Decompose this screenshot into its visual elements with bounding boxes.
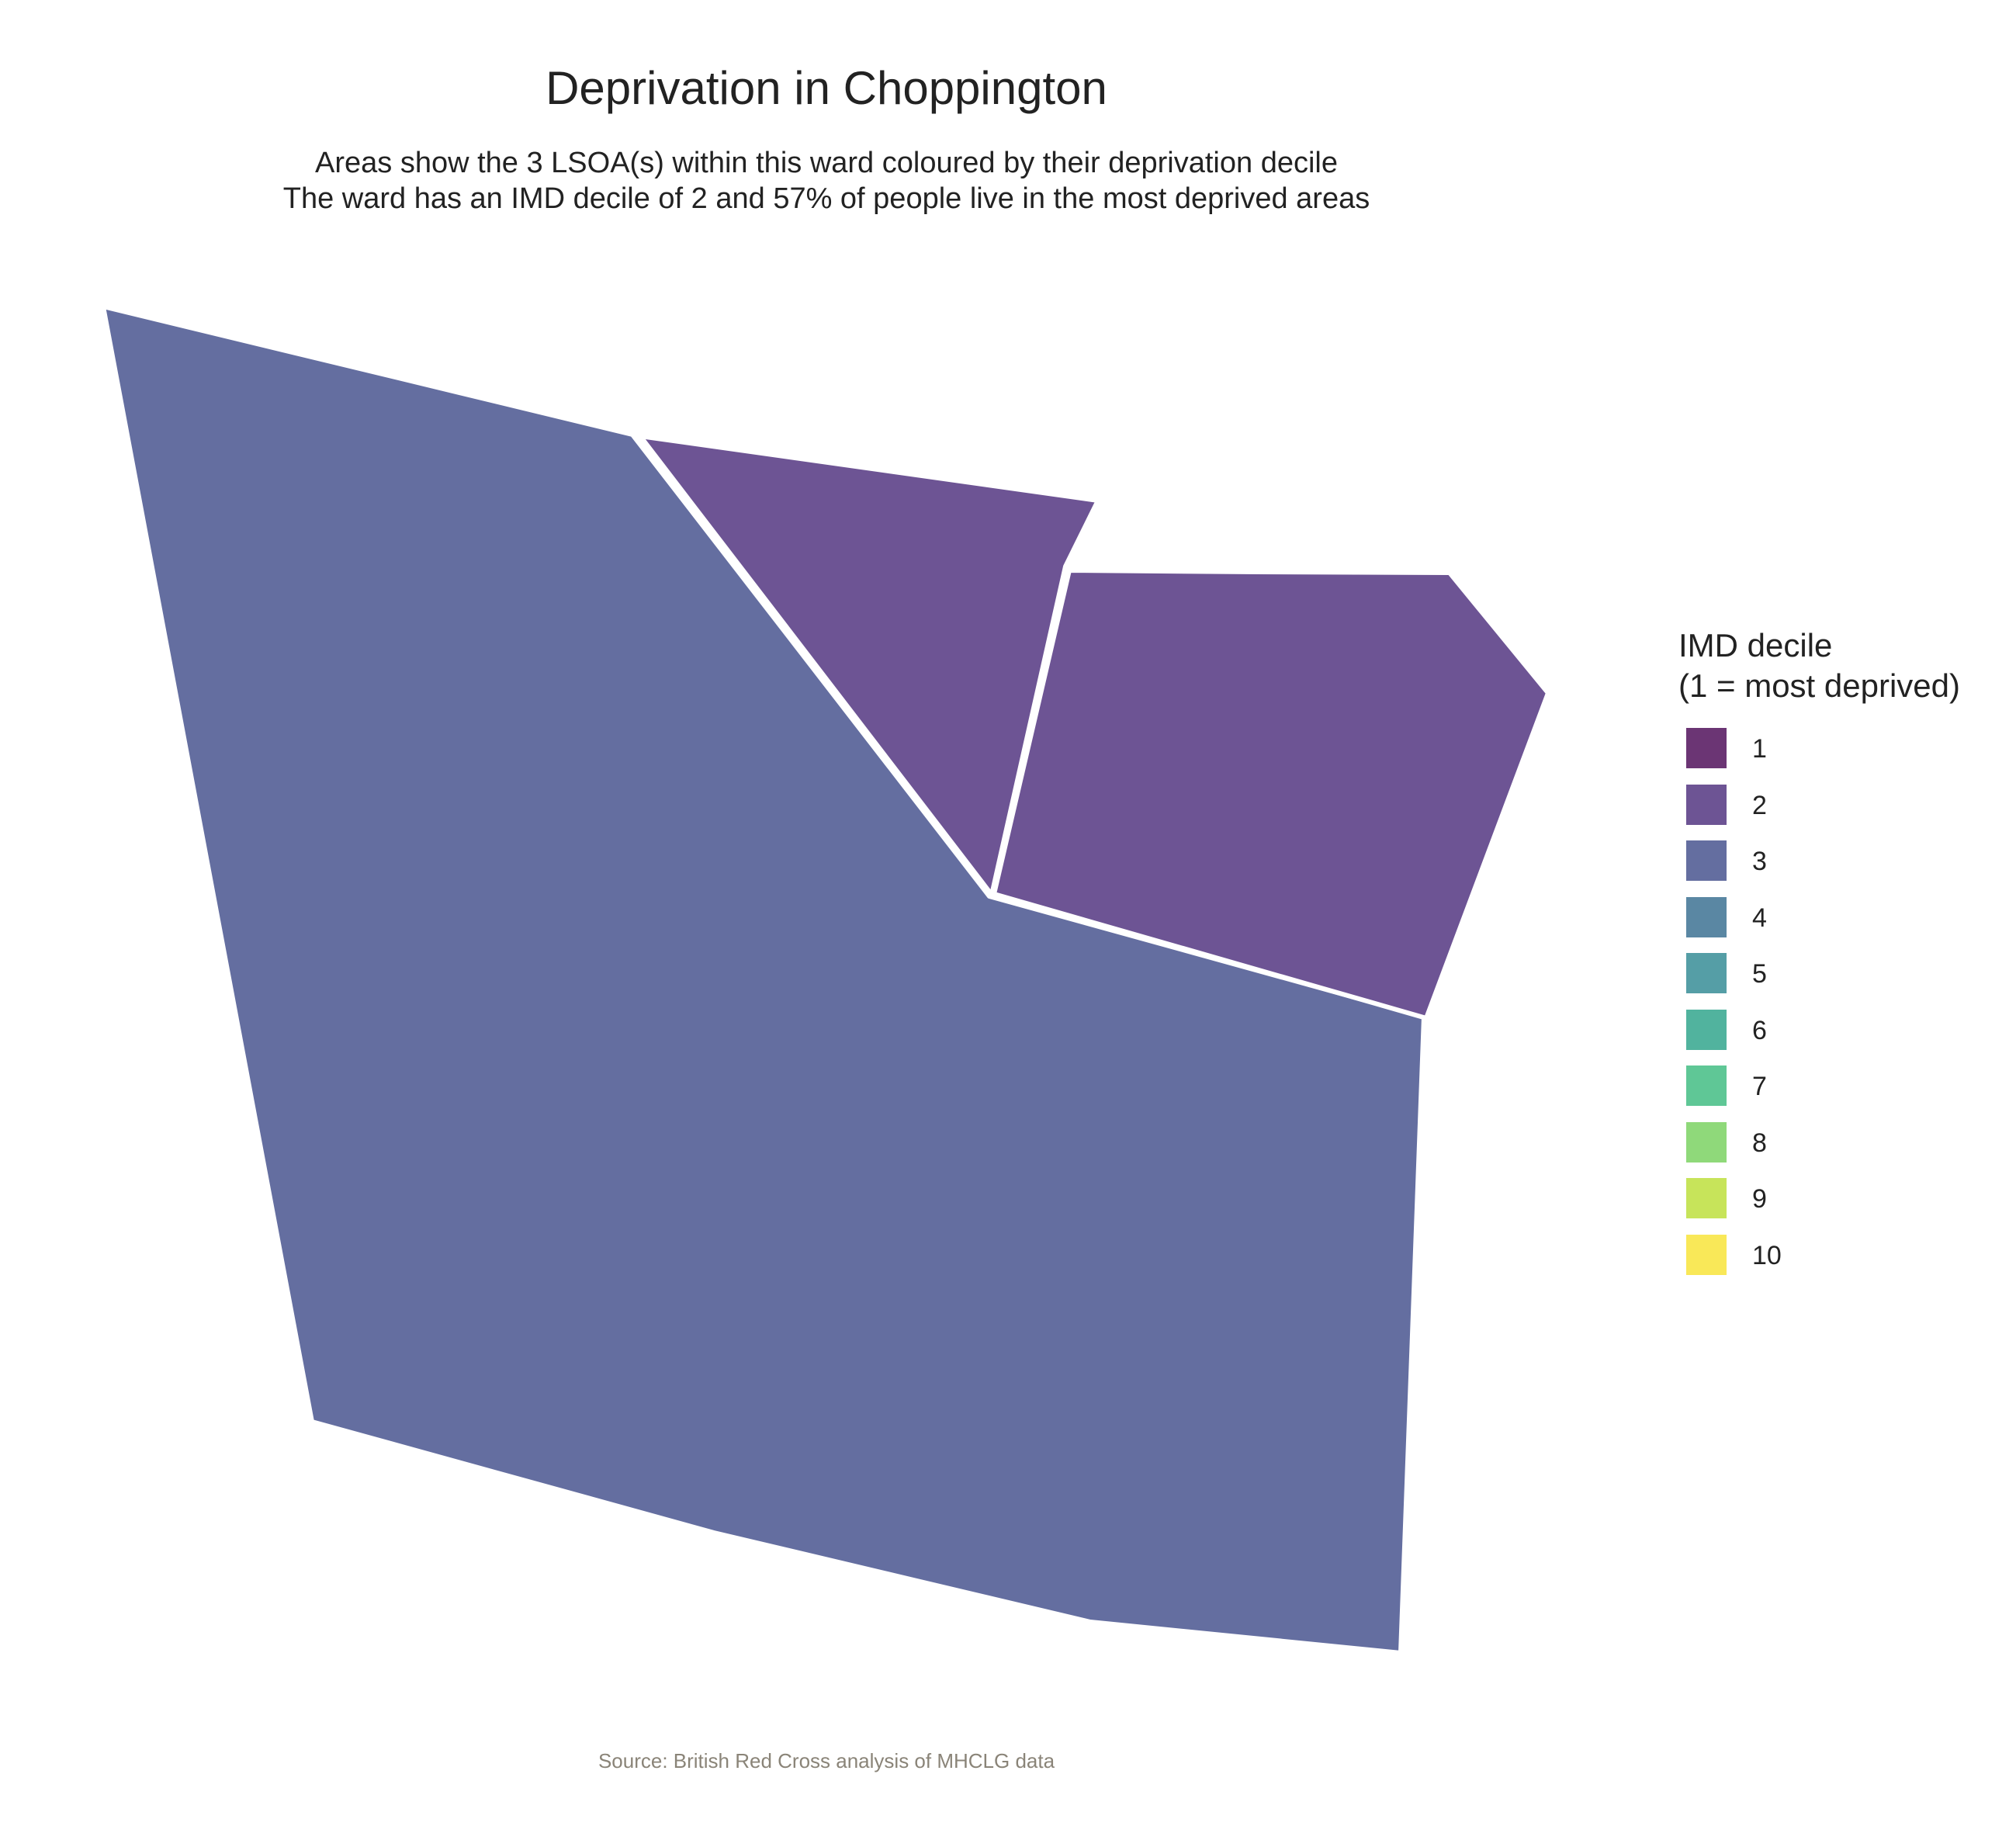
legend-label: 3 bbox=[1752, 847, 1767, 876]
legend-item: 10 bbox=[1678, 1234, 1960, 1291]
subtitle-line-2: The ward has an IMD decile of 2 and 57% … bbox=[282, 182, 1370, 215]
legend-title: IMD decile (1 = most deprived) bbox=[1678, 625, 1960, 706]
legend-swatch bbox=[1686, 953, 1727, 993]
legend-label: 6 bbox=[1752, 1015, 1767, 1045]
legend: IMD decile (1 = most deprived) 1 2 3 4 5… bbox=[1678, 625, 1960, 1291]
legend-label: 1 bbox=[1752, 734, 1767, 764]
legend-item: 1 bbox=[1678, 728, 1960, 785]
legend-swatch bbox=[1686, 1121, 1727, 1163]
legend-item: 2 bbox=[1678, 784, 1960, 841]
legend-label: 10 bbox=[1752, 1240, 1782, 1270]
legend-item: 7 bbox=[1678, 1065, 1960, 1122]
legend-title-line-2: (1 = most deprived) bbox=[1678, 667, 1960, 704]
legend-swatch bbox=[1686, 1065, 1727, 1106]
lsoa-area-west bbox=[101, 304, 1426, 1655]
legend-swatch bbox=[1686, 728, 1727, 768]
legend-swatch bbox=[1686, 1234, 1727, 1275]
legend-label: 4 bbox=[1752, 903, 1767, 933]
legend-swatch bbox=[1686, 896, 1727, 937]
legend-label: 9 bbox=[1752, 1184, 1767, 1214]
legend-items: 1 2 3 4 5 6 7 8 bbox=[1678, 728, 1960, 1291]
chart-title: Deprivation in Choppington bbox=[546, 62, 1107, 114]
legend-label: 7 bbox=[1752, 1072, 1767, 1101]
chart-subtitle: Areas show the 3 LSOA(s) within this war… bbox=[0, 145, 1653, 217]
legend-label: 2 bbox=[1752, 790, 1767, 820]
legend-title-line-1: IMD decile bbox=[1678, 627, 1833, 664]
lsoa-area-north bbox=[638, 434, 1100, 897]
legend-label: 8 bbox=[1752, 1128, 1767, 1158]
lsoa-area-east bbox=[992, 568, 1550, 1020]
legend-item: 3 bbox=[1678, 840, 1960, 897]
legend-swatch bbox=[1686, 784, 1727, 825]
legend-label: 5 bbox=[1752, 959, 1767, 989]
legend-swatch bbox=[1686, 1009, 1727, 1050]
legend-item: 8 bbox=[1678, 1121, 1960, 1179]
source-caption: Source: British Red Cross analysis of MH… bbox=[598, 1749, 1055, 1772]
legend-item: 6 bbox=[1678, 1009, 1960, 1066]
legend-swatch bbox=[1686, 1178, 1727, 1218]
legend-item: 9 bbox=[1678, 1178, 1960, 1235]
subtitle-line-1: Areas show the 3 LSOA(s) within this war… bbox=[315, 147, 1338, 179]
legend-item: 4 bbox=[1678, 896, 1960, 954]
legend-item: 5 bbox=[1678, 953, 1960, 1010]
legend-swatch bbox=[1686, 840, 1727, 881]
